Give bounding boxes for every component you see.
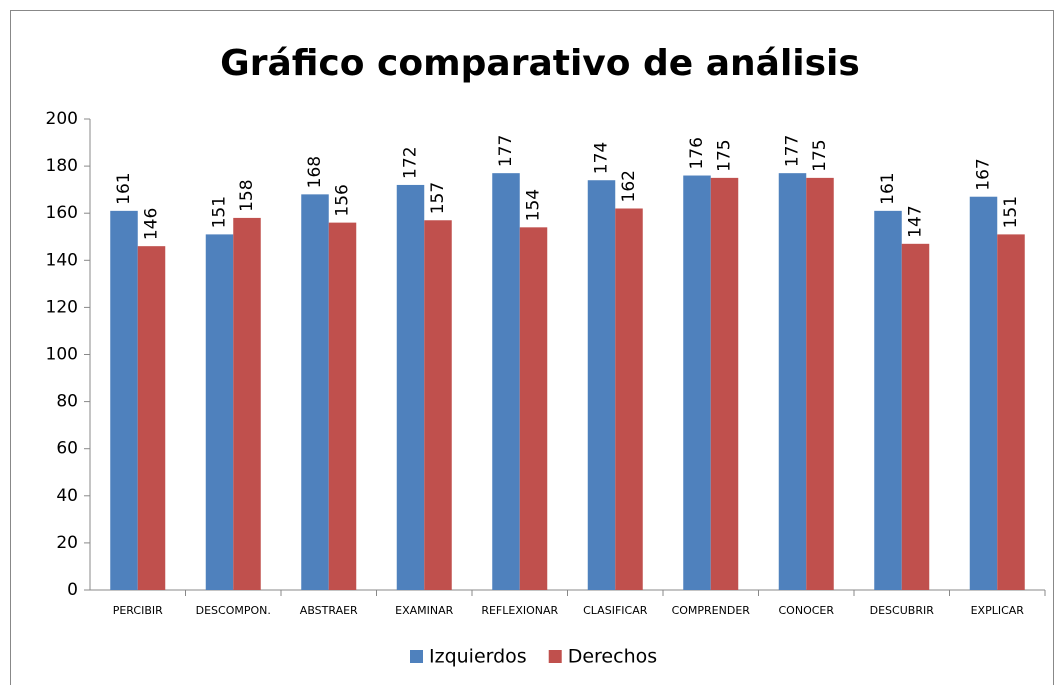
x-tick-label: PERCIBIR	[113, 604, 163, 617]
legend-swatch	[548, 650, 562, 663]
value-label: 174	[592, 142, 612, 174]
y-tick-label: 20	[56, 533, 78, 553]
value-label: 176	[687, 137, 707, 169]
value-label: 156	[333, 184, 353, 216]
value-label: 177	[783, 135, 803, 167]
value-label: 162	[619, 170, 639, 202]
bar	[615, 208, 643, 591]
bar	[424, 220, 452, 590]
y-tick-label: 160	[46, 203, 78, 223]
x-tick-label: COMPRENDER	[672, 604, 751, 617]
value-label: 147	[906, 205, 926, 237]
value-label: 175	[810, 139, 830, 171]
bar	[137, 246, 166, 591]
value-label: 167	[974, 158, 994, 190]
y-tick-label: 40	[56, 486, 78, 506]
x-tick-label: DESCUBRIR	[870, 604, 935, 617]
bar	[396, 184, 425, 590]
bar	[778, 173, 807, 591]
value-label: 172	[401, 146, 421, 178]
value-label: 158	[237, 179, 257, 211]
value-label: 161	[878, 172, 898, 204]
legend-swatch	[410, 650, 423, 663]
bar	[710, 177, 739, 590]
x-tick-label: DESCOMPON.	[196, 604, 271, 617]
value-label: 151	[210, 196, 230, 228]
value-label: 168	[305, 156, 325, 188]
bar	[587, 180, 616, 591]
y-tick-label: 60	[56, 439, 78, 459]
x-tick-label: EXAMINAR	[395, 604, 453, 617]
chart-title: Gráfico comparativo de análisis	[220, 43, 860, 84]
x-tick-label: ABSTRAER	[300, 604, 358, 617]
x-tick-label: REFLEXIONAR	[481, 604, 558, 617]
bar	[519, 227, 548, 590]
value-label: 151	[1001, 196, 1021, 228]
bar	[806, 177, 834, 590]
x-tick-label: EXPLICAR	[971, 604, 1025, 617]
bar	[683, 175, 711, 590]
y-tick-label: 0	[67, 580, 78, 600]
bar	[874, 210, 902, 590]
x-tick-label: CONOCER	[779, 604, 835, 617]
bar	[205, 234, 234, 590]
bar	[301, 194, 329, 591]
bar	[110, 210, 138, 590]
value-label: 157	[428, 182, 448, 214]
bar	[328, 222, 357, 590]
x-tick-label: CLASIFICAR	[583, 604, 648, 617]
y-tick-label: 180	[46, 156, 78, 176]
value-label: 177	[496, 135, 516, 167]
legend-label: Izquierdos	[429, 646, 527, 668]
bar	[997, 234, 1025, 590]
bar	[969, 196, 998, 590]
y-tick-label: 120	[46, 297, 78, 317]
y-tick-label: 200	[46, 109, 78, 129]
y-tick-label: 80	[56, 392, 78, 412]
bar	[492, 173, 520, 591]
legend-label: Derechos	[568, 646, 657, 668]
value-label: 161	[114, 172, 134, 204]
value-label: 175	[715, 139, 735, 171]
y-tick-label: 140	[46, 250, 78, 270]
y-tick-label: 100	[46, 345, 78, 365]
bar	[901, 243, 930, 590]
value-label: 146	[142, 208, 162, 240]
value-label: 154	[524, 189, 544, 221]
bar	[233, 217, 261, 590]
